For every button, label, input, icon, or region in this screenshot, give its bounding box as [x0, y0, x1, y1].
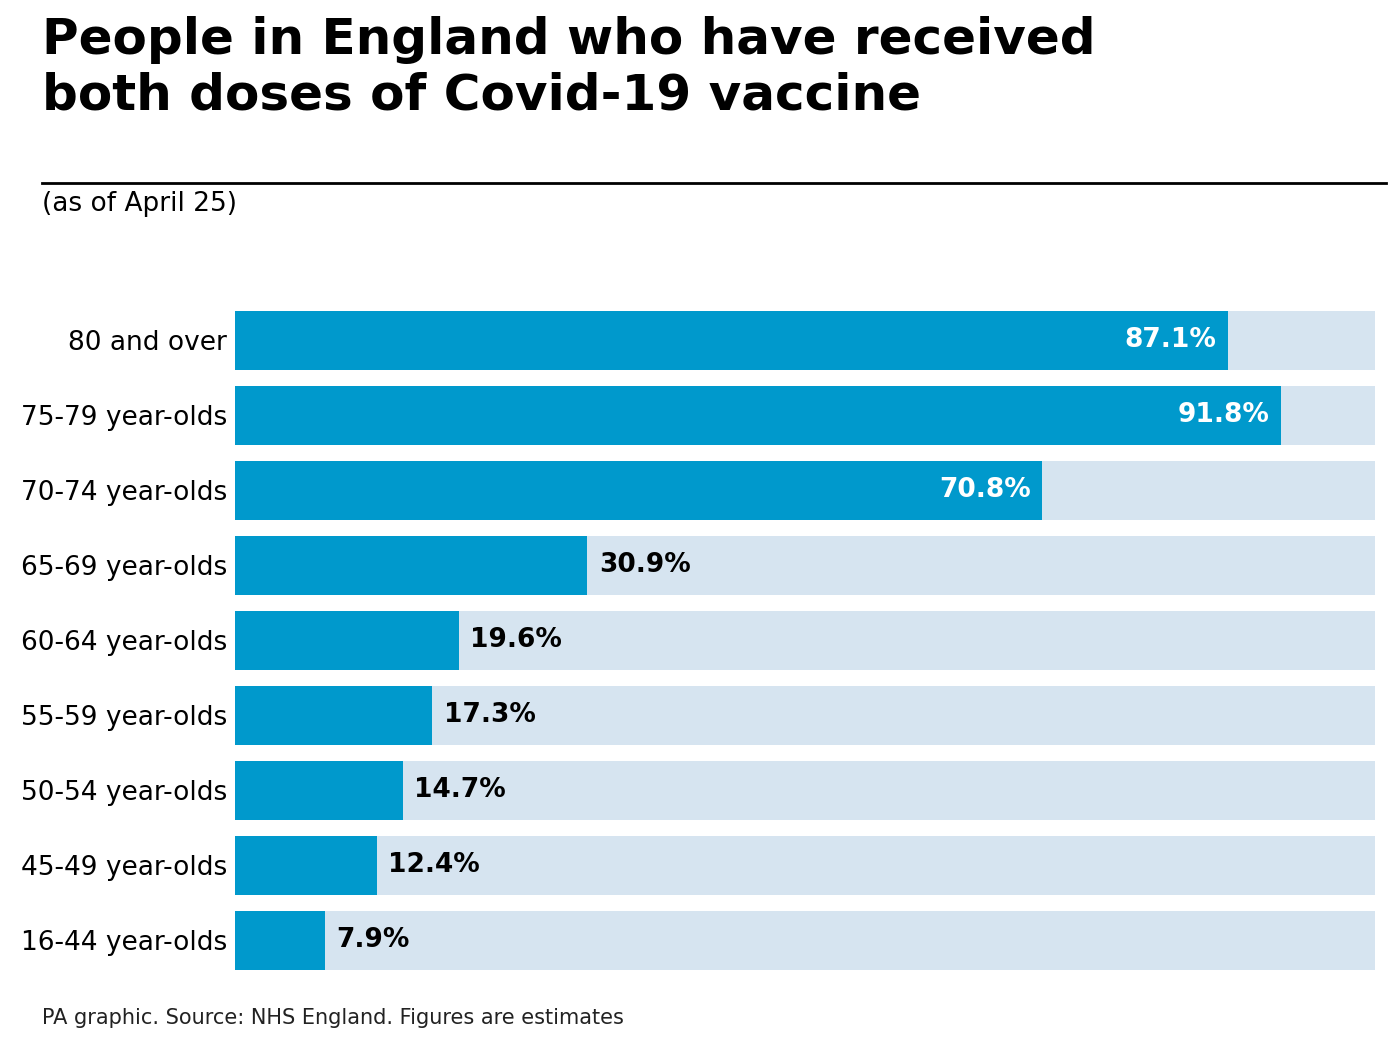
- Bar: [235, 911, 325, 969]
- Text: 12.4%: 12.4%: [388, 853, 480, 878]
- Text: PA graphic. Source: NHS England. Figures are estimates: PA graphic. Source: NHS England. Figures…: [42, 1008, 624, 1028]
- Text: 91.8%: 91.8%: [1177, 403, 1270, 428]
- Text: 30.9%: 30.9%: [599, 553, 690, 578]
- Text: People in England who have received
both doses of Covid-19 vaccine: People in England who have received both…: [42, 16, 1096, 119]
- Bar: [235, 761, 403, 820]
- Text: 7.9%: 7.9%: [336, 927, 410, 954]
- Bar: [235, 536, 588, 594]
- Bar: [235, 761, 1375, 820]
- Bar: [235, 461, 1042, 520]
- Bar: [235, 611, 1375, 670]
- Bar: [235, 386, 1281, 444]
- Bar: [235, 386, 1375, 444]
- Bar: [235, 611, 459, 670]
- Bar: [235, 687, 433, 745]
- Bar: [235, 461, 1375, 520]
- Bar: [235, 311, 1228, 370]
- Text: 17.3%: 17.3%: [444, 703, 536, 728]
- Bar: [235, 687, 1375, 745]
- Bar: [235, 837, 1375, 895]
- Bar: [235, 536, 1375, 594]
- Bar: [235, 911, 1375, 969]
- Text: 87.1%: 87.1%: [1124, 327, 1217, 354]
- Text: 70.8%: 70.8%: [939, 477, 1030, 504]
- Text: (as of April 25): (as of April 25): [42, 191, 237, 217]
- Text: 19.6%: 19.6%: [470, 627, 561, 654]
- Text: 14.7%: 14.7%: [414, 777, 505, 804]
- Bar: [235, 311, 1375, 370]
- Bar: [235, 837, 377, 895]
